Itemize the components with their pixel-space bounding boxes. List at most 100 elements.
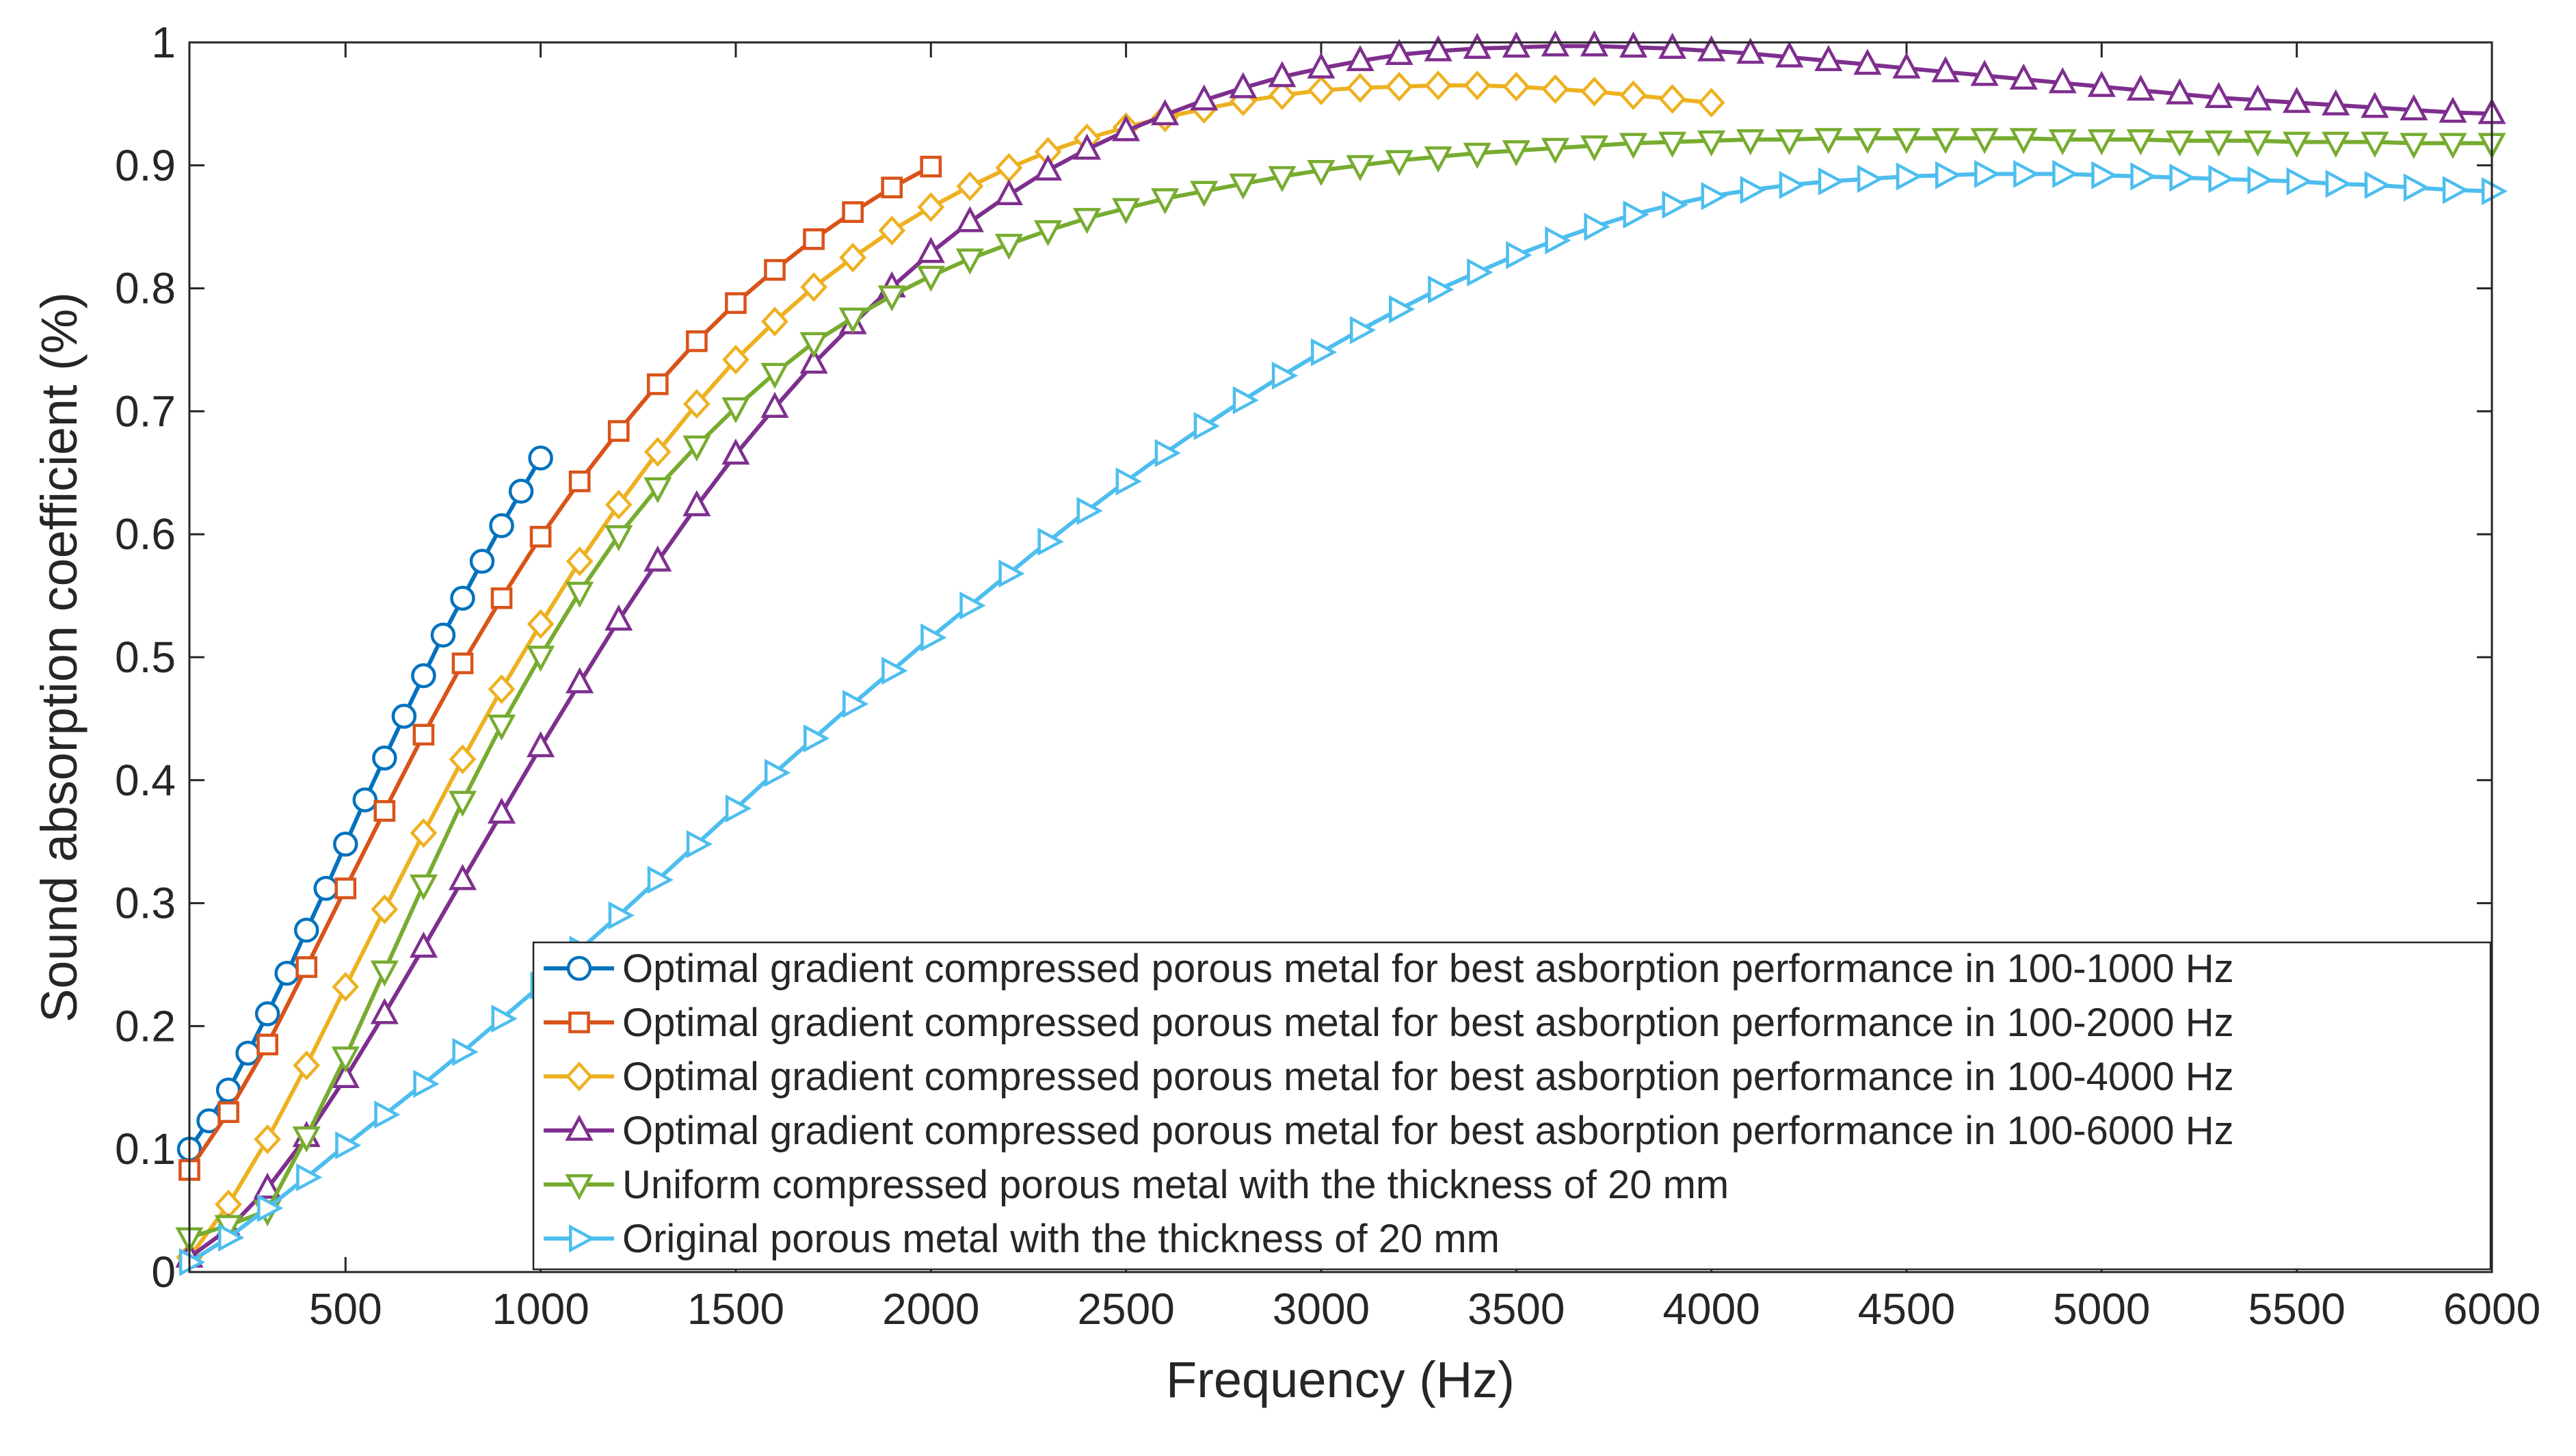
data-point xyxy=(566,581,594,608)
data-point xyxy=(1580,135,1609,162)
legend-label: Uniform compressed porous metal with the… xyxy=(622,1163,1729,1207)
series-5 xyxy=(175,128,2506,1254)
data-point xyxy=(799,347,828,374)
data-point xyxy=(1775,41,1804,68)
data-point xyxy=(605,490,633,520)
y-axis-label: Sound absorption coefficient (%) xyxy=(31,292,88,1022)
data-point xyxy=(1736,38,1765,64)
data-point xyxy=(374,1100,401,1129)
data-point xyxy=(959,591,986,620)
data-point xyxy=(331,1061,360,1088)
series-2 xyxy=(178,155,942,1181)
data-point xyxy=(2442,176,2469,204)
data-point xyxy=(1931,128,1960,155)
data-point xyxy=(1229,72,1258,98)
data-point xyxy=(1619,133,1648,159)
data-point xyxy=(448,864,477,890)
data-point xyxy=(1271,361,1299,390)
data-point xyxy=(1385,150,1413,176)
data-point xyxy=(1033,154,1063,181)
data-point xyxy=(1072,133,1102,160)
data-point xyxy=(1033,220,1063,247)
data-point xyxy=(643,477,672,504)
data-point xyxy=(956,171,984,202)
data-point xyxy=(217,1101,239,1124)
data-point xyxy=(412,724,435,746)
y-tick-label: 0.6 xyxy=(115,509,176,559)
data-point xyxy=(430,622,456,648)
legend-marker xyxy=(565,1114,594,1141)
data-point xyxy=(1502,71,1530,102)
data-point xyxy=(566,546,594,577)
data-point xyxy=(490,587,513,609)
legend-marker xyxy=(566,955,592,981)
data-point xyxy=(955,248,984,275)
data-point xyxy=(489,513,514,538)
axis-ticks: 500 1000 1500 2000 2500 3000 3500 4000 4500 5000 5… xyxy=(115,18,2540,1334)
data-point xyxy=(607,420,630,442)
data-point xyxy=(1853,49,1882,75)
data-point xyxy=(647,865,674,895)
data-point xyxy=(293,917,319,943)
data-point xyxy=(295,956,318,978)
y-tick-label: 0.7 xyxy=(115,386,176,436)
data-point xyxy=(764,758,791,787)
data-point xyxy=(2169,163,2196,192)
data-point xyxy=(1892,52,1921,79)
data-point xyxy=(334,877,357,899)
data-point xyxy=(469,548,495,574)
data-point xyxy=(686,330,708,352)
data-point xyxy=(1970,59,1999,86)
plot-frame xyxy=(188,41,2493,1273)
legend-marker xyxy=(568,1224,596,1253)
data-point xyxy=(450,585,475,611)
data-point xyxy=(529,525,552,548)
data-point xyxy=(839,242,866,273)
data-point xyxy=(2364,171,2391,200)
legend-label: Optimal gradient compressed porous metal… xyxy=(622,1001,2234,1045)
data-point xyxy=(409,931,438,958)
data-point xyxy=(256,1033,278,1056)
data-point xyxy=(1658,83,1686,114)
data-point xyxy=(2048,129,2077,156)
y-tick-label: 1 xyxy=(151,18,176,67)
data-point xyxy=(838,307,867,334)
data-point xyxy=(409,874,438,901)
data-point xyxy=(1076,497,1103,525)
data-point xyxy=(1112,115,1141,142)
data-point xyxy=(452,1037,479,1066)
data-point xyxy=(608,901,635,930)
legend: Optimal gradient compressed porous metal… xyxy=(532,941,2492,1271)
data-point xyxy=(2400,94,2428,120)
legend-label: Optimal gradient compressed porous metal… xyxy=(622,1055,2234,1099)
data-point xyxy=(2325,170,2352,198)
data-point xyxy=(643,545,672,572)
data-point xyxy=(1697,35,1726,62)
data-point xyxy=(2286,167,2313,196)
data-point xyxy=(800,272,827,302)
data-point xyxy=(254,1001,280,1027)
data-point xyxy=(373,799,396,822)
x-tick-label: 5500 xyxy=(2248,1284,2345,1334)
data-point xyxy=(2048,67,2077,94)
data-point xyxy=(1623,200,1649,229)
data-point xyxy=(487,714,516,741)
data-point xyxy=(1151,188,1180,215)
data-point xyxy=(916,237,945,263)
data-point xyxy=(2283,131,2311,158)
data-point xyxy=(2283,86,2311,114)
data-point xyxy=(1541,30,1569,57)
data-point xyxy=(1151,98,1180,126)
data-point xyxy=(686,830,713,858)
data-point xyxy=(1541,137,1569,164)
data-point xyxy=(646,373,669,395)
data-point xyxy=(1190,181,1219,207)
data-point xyxy=(274,960,300,986)
data-point xyxy=(1541,74,1569,105)
data-point xyxy=(881,657,908,685)
data-point xyxy=(1740,176,1766,204)
data-point xyxy=(799,332,828,358)
legend-item: Optimal gradient compressed porous metal… xyxy=(544,1109,2234,1153)
x-axis-label: Frequency (Hz) xyxy=(1166,1351,1515,1408)
